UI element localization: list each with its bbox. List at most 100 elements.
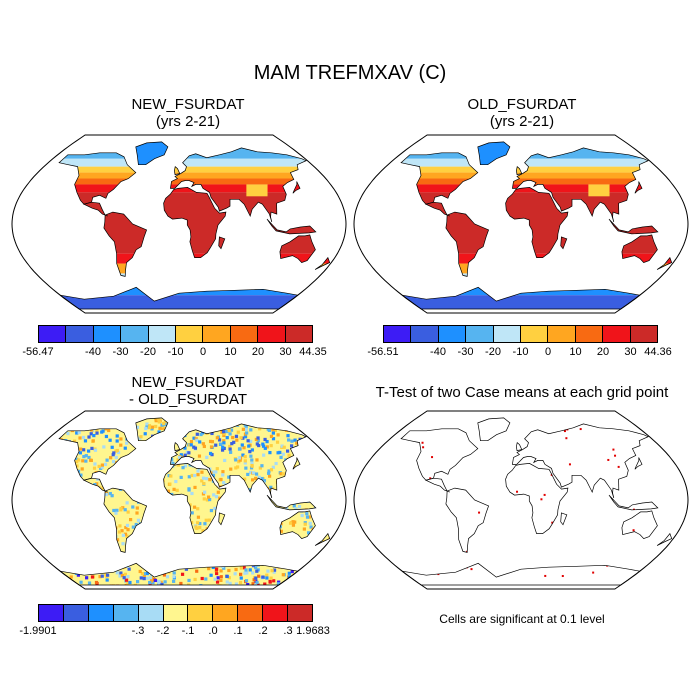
temperature-band — [401, 295, 672, 309]
colorbar-tick-label: .1 — [233, 625, 243, 637]
diff-cell — [267, 471, 271, 475]
diff-cell — [176, 458, 180, 462]
diff-cell — [250, 478, 255, 482]
diff-cell — [103, 462, 108, 466]
diff-cell — [274, 461, 278, 466]
diff-cell — [127, 567, 131, 571]
diff-cell — [108, 438, 112, 442]
diff-cell — [200, 576, 204, 581]
diff-cell — [101, 486, 105, 490]
diff-cell — [82, 454, 86, 459]
diff-cell — [77, 430, 81, 435]
diff-cell — [281, 452, 285, 456]
diff-cell — [265, 576, 269, 580]
coastline — [656, 256, 673, 270]
diff-cell — [154, 424, 158, 429]
diff-cell — [203, 490, 207, 494]
diff-cell — [143, 432, 147, 436]
diff-cell — [91, 439, 95, 443]
diff-cell — [272, 579, 276, 583]
diff-cell — [118, 524, 122, 528]
colorbar-tick-label: .3 — [283, 625, 293, 637]
colorbar-tick-label: 20 — [596, 346, 610, 358]
diff-cell — [212, 493, 216, 497]
colorbar-tick-label: -1.9901 — [19, 625, 57, 637]
diff-cell — [292, 504, 296, 508]
diff-cell — [109, 456, 113, 460]
diff-cell — [92, 466, 97, 470]
colorbar-tick-label: .2 — [258, 625, 268, 637]
diff-cell — [118, 574, 122, 578]
diff-cell — [188, 503, 192, 507]
colorbar-swatch — [93, 326, 122, 342]
diff-cell — [93, 483, 97, 487]
diff-cell — [279, 472, 283, 476]
diff-cell — [290, 439, 294, 443]
diff-cell — [217, 584, 221, 585]
diff-cell — [279, 455, 283, 459]
diff-cell — [105, 578, 109, 582]
significant-cell — [561, 575, 564, 578]
diff-cell — [245, 431, 249, 435]
diff-cell — [276, 582, 280, 585]
diff-cell — [198, 521, 202, 526]
diff-cell — [288, 521, 293, 525]
significant-cell — [543, 493, 546, 496]
diff-cell — [73, 439, 77, 443]
diff-cell — [219, 569, 223, 573]
significant-cell — [579, 428, 582, 431]
diff-cell — [242, 566, 246, 570]
colorbar-tick-label: 10 — [224, 346, 237, 358]
diff-cell — [268, 579, 272, 584]
diff-cell — [280, 444, 284, 448]
significant-cell — [431, 456, 434, 459]
colorbar-tick-label: 30 — [279, 346, 292, 358]
diff-cell — [238, 458, 242, 462]
coastline — [218, 512, 226, 526]
coastline — [445, 211, 490, 277]
diff-cell — [100, 465, 104, 469]
diff-cell — [290, 569, 294, 574]
diff-cell — [193, 446, 198, 450]
diff-cell — [287, 571, 291, 575]
diff-cell — [108, 491, 112, 496]
diff-cell — [105, 458, 109, 462]
diff-cell — [87, 581, 92, 585]
diff-cell — [87, 449, 91, 453]
diff-cell — [276, 451, 280, 455]
significant-cell — [632, 529, 635, 532]
colorbar-swatch — [285, 326, 313, 342]
diff-cell — [135, 425, 140, 429]
diff-cell — [241, 453, 245, 457]
diff-cell — [184, 567, 188, 571]
diff-cell — [269, 468, 274, 472]
colorbar-swatch — [203, 326, 231, 342]
colorbar-swatch — [438, 326, 467, 342]
colorbar-tick-label: -20 — [140, 346, 156, 358]
diff-cell — [213, 577, 217, 581]
diff-cell — [266, 569, 270, 573]
diff-cell — [252, 578, 256, 582]
coastline — [621, 234, 658, 264]
diff-cell — [193, 473, 197, 478]
diff-cell — [248, 450, 252, 454]
diff-cell — [221, 473, 225, 477]
diff-cell — [254, 437, 258, 442]
diff-cell — [267, 469, 271, 473]
temperature-band — [401, 158, 672, 167]
diff-cell — [287, 453, 291, 457]
diff-cell — [117, 530, 122, 534]
diff-cell — [79, 447, 83, 451]
temperature-band — [59, 295, 330, 309]
diff-cell — [207, 567, 211, 571]
diff-cell — [215, 467, 219, 471]
diff-cell — [110, 445, 114, 449]
diff-cell — [124, 525, 128, 530]
coastline — [560, 236, 568, 250]
diff-cell — [147, 426, 152, 430]
diff-cell — [106, 573, 110, 577]
colorbar-tick-label: 1.9683 — [296, 625, 330, 637]
diff-cell — [235, 438, 239, 442]
diff-cell — [265, 439, 269, 444]
diff-cell — [94, 580, 99, 585]
